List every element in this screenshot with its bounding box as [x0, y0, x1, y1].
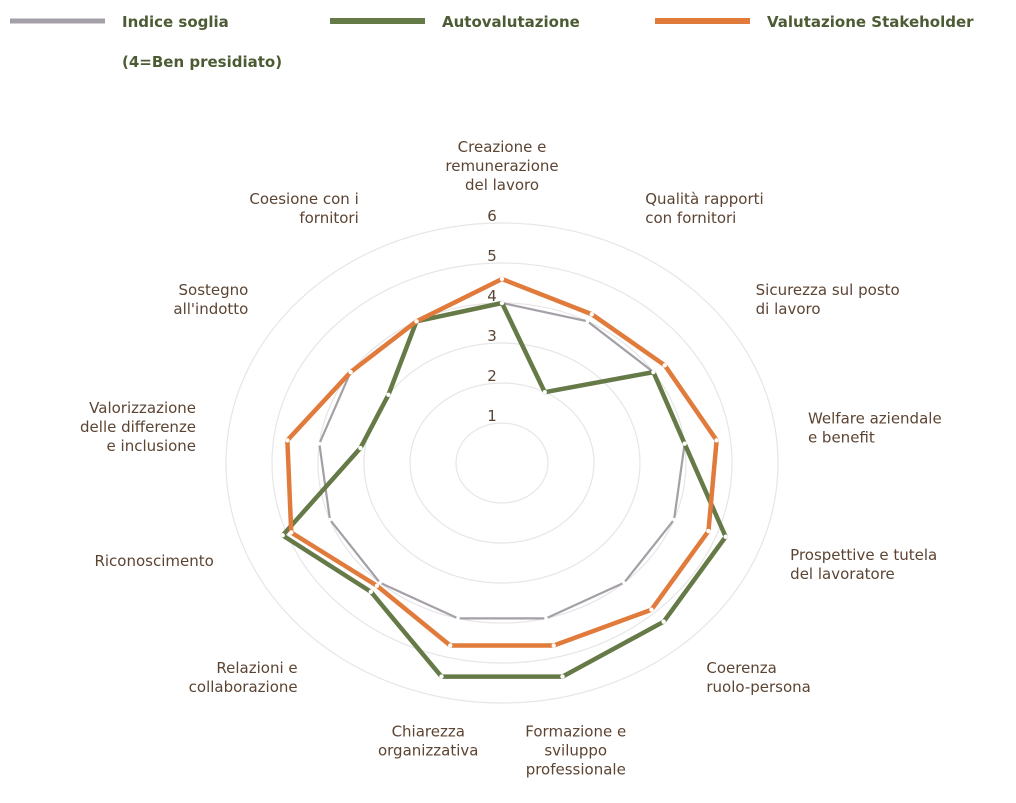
category-label-line: e inclusione [107, 437, 197, 455]
category-label-line: Coesione con i [249, 190, 358, 208]
series-line [318, 301, 686, 620]
grid [225, 222, 779, 704]
point [448, 643, 453, 648]
point [456, 616, 460, 621]
series-lines [280, 276, 728, 679]
category-label: Sostegno all'indotto [173, 281, 248, 318]
point [560, 674, 565, 679]
point [585, 319, 590, 324]
r-tick-label: 1 [487, 407, 497, 425]
category-label-line: Welfare aziendale [808, 409, 942, 427]
legend-label: Valutazione Stakeholder [767, 13, 974, 31]
series-line [280, 300, 728, 679]
point [285, 438, 290, 443]
category-label-line: Creazione e [458, 138, 547, 156]
grid-ring [363, 342, 641, 584]
category-label-line: remunerazione [445, 157, 558, 175]
r-tick-label: 5 [487, 247, 497, 265]
point [439, 674, 444, 679]
point [706, 528, 711, 534]
grid-ring [225, 222, 779, 704]
point [544, 616, 548, 621]
point [542, 389, 547, 395]
r-tick-label: 6 [487, 207, 497, 225]
category-label: Riconoscimento [94, 552, 213, 570]
category-label-line: del lavoro [465, 176, 539, 194]
category-label-line: Chiarezza [392, 723, 465, 741]
category-label: Coerenza ruolo-persona [706, 659, 811, 696]
point [414, 319, 419, 324]
category-label: Creazione e remunerazione del lavoro [445, 138, 558, 194]
point [289, 530, 294, 535]
category-label-line: di lavoro [756, 300, 821, 318]
point [348, 369, 353, 375]
category-label-line: professionale [526, 760, 626, 778]
category-label-line: e benefit [808, 428, 875, 446]
point [551, 643, 556, 648]
point [672, 517, 676, 522]
category-label-line: Formazione e [525, 722, 626, 740]
category-label-line: Riconoscimento [94, 552, 213, 570]
point [499, 300, 505, 306]
category-label-line: collaborazione [189, 678, 298, 696]
point [386, 392, 391, 398]
r-tick-label: 2 [487, 367, 497, 385]
labels: 1 2 3 4 5 6 Creazione e remunerazione del lavoro… [80, 138, 942, 778]
point [723, 534, 728, 539]
category-label: Chiarezza organizzativa [378, 723, 479, 760]
category-label-line: Valorizzazione [89, 399, 196, 417]
category-label: Prospettive e tutela del lavoratore [790, 546, 937, 583]
category-label-line: organizzativa [378, 742, 479, 760]
category-label-line: ruolo-persona [706, 678, 811, 696]
point [374, 583, 380, 588]
grid-ring [271, 262, 733, 664]
point [368, 589, 374, 594]
point [499, 276, 505, 282]
category-label-line: sviluppo [544, 741, 607, 759]
category-label: Sicurezza sul posto di lavoro [756, 281, 900, 318]
category-label: Qualità rapporti con fornitori [645, 190, 763, 227]
category-label-line: del lavoratore [790, 565, 895, 583]
grid-ring [455, 422, 549, 504]
point [589, 312, 594, 317]
point [328, 517, 332, 522]
series-line [285, 276, 719, 648]
category-label: Relazioni e collaborazione [189, 659, 298, 696]
point [622, 580, 626, 585]
category-label-line: Coerenza [706, 659, 777, 677]
point [661, 619, 666, 624]
point [317, 441, 322, 446]
legend: Indice soglia Autovalutazione Valutazione … [10, 13, 974, 71]
category-label: Coesione con i fornitori [249, 190, 358, 227]
category-label-line: con fornitori [645, 209, 736, 227]
point [280, 533, 285, 538]
category-label-line: Prospettive e tutela [790, 546, 937, 564]
r-tick-label: 3 [487, 327, 497, 345]
legend-note: (4=Ben presidiato) [122, 53, 282, 71]
category-label-line: Qualità rapporti [645, 190, 763, 208]
category-label-line: Relazioni e [216, 659, 297, 677]
category-label-line: delle differenze [80, 418, 196, 436]
category-label-line: all'indotto [173, 300, 248, 318]
point [649, 607, 654, 612]
point [378, 580, 382, 585]
point [682, 441, 687, 446]
point [358, 445, 363, 451]
category-label-line: Sostegno [179, 281, 249, 299]
r-tick-label: 4 [487, 287, 497, 305]
category-label: Formazione e sviluppo professionale [525, 722, 626, 778]
point [662, 363, 667, 368]
category-label: Valorizzazione delle differenze e inclusio… [80, 399, 196, 455]
category-label: Welfare aziendale e benefit [808, 409, 942, 446]
legend-label: Autovalutazione [442, 13, 580, 31]
point [714, 438, 719, 443]
point [651, 369, 656, 375]
grid-ring [409, 382, 595, 544]
category-label-line: fornitori [299, 209, 358, 227]
category-label-line: Sicurezza sul posto [756, 281, 900, 299]
legend-label: Indice soglia [122, 13, 229, 31]
